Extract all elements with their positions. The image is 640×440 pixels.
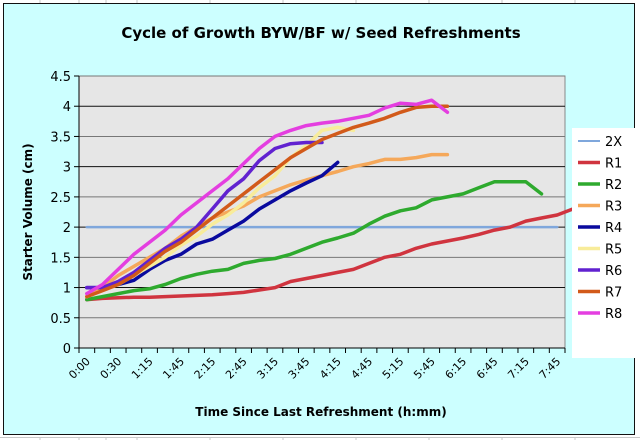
x-tick-label: 3:15 [254, 355, 281, 382]
y-tick-label: 1.5 [50, 251, 71, 266]
x-tick-label: 5:45 [411, 355, 438, 382]
legend-label-r6: R6 [605, 264, 622, 279]
y-tick-label: 0.5 [50, 312, 71, 327]
legend-label-r8: R8 [605, 307, 622, 322]
y-tick-label: 1 [63, 282, 71, 297]
series-line-r1 [85, 207, 575, 302]
x-tick-label: 1:45 [160, 355, 187, 382]
x-tick-label: 0:30 [98, 355, 125, 382]
legend-label-r4: R4 [605, 221, 622, 236]
legend: 2X R1 R2 R3 R4 R5 R6 R7 R8 [572, 128, 636, 358]
y-tick-label: 4.5 [50, 70, 71, 85]
series-line-r6 [85, 140, 324, 290]
series-line-r7 [85, 104, 450, 299]
y-tick-label: 3.5 [50, 130, 71, 145]
legend-label-r1: R1 [605, 157, 622, 172]
series-line-r8 [85, 98, 450, 296]
legend-label-r7: R7 [605, 286, 622, 301]
x-tick-label: 7:15 [505, 355, 532, 382]
x-axis-title: Time Since Last Refreshment (h:mm) [195, 405, 446, 419]
y-axis-title: Starter Volume (cm) [21, 143, 35, 280]
x-tick-label: 1:15 [129, 355, 156, 382]
x-tick-label: 6:45 [474, 355, 501, 382]
y-tick-label: 4 [63, 100, 71, 115]
x-tick-label: 4:15 [317, 355, 344, 382]
legend-label-r2: R2 [605, 178, 622, 193]
x-tick-label: 2:15 [192, 355, 219, 382]
y-tick-label: 3 [63, 161, 71, 176]
x-tick-label: 6:15 [443, 355, 470, 382]
series-line-r2 [85, 180, 544, 302]
y-tick-label: 2.5 [50, 191, 71, 206]
x-tick-label: 7:45 [537, 355, 564, 382]
legend-label-r3: R3 [605, 200, 622, 215]
legend-label-r5: R5 [605, 243, 622, 258]
x-tick-label: 2:45 [223, 355, 250, 382]
legend-label-2x: 2X [605, 135, 622, 150]
x-tick-label: 3:45 [286, 355, 313, 382]
series-line-r3 [85, 152, 450, 299]
x-tick-label: 5:15 [380, 355, 407, 382]
y-tick-label: 2 [63, 221, 71, 236]
series-line-r4 [85, 160, 340, 290]
x-tick-label: 4:45 [348, 355, 375, 382]
x-tick-label: 0:00 [66, 355, 93, 382]
y-tick-label: 0 [63, 342, 71, 357]
legend-background [572, 128, 636, 358]
chart-title: Cycle of Growth BYW/BF w/ Seed Refreshme… [121, 24, 520, 42]
plot-area [78, 75, 566, 349]
